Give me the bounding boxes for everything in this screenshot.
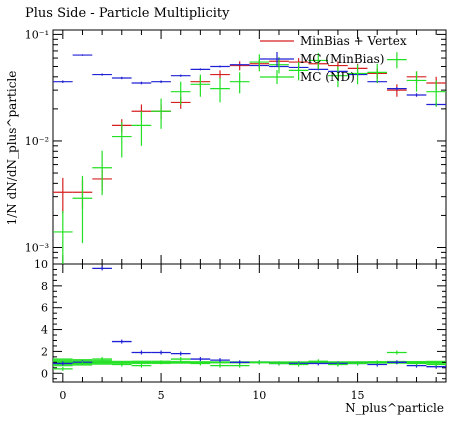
chart-title: Plus Side - Particle Multiplicity <box>25 6 230 21</box>
y-tick-label: 10⁻³ <box>25 241 49 254</box>
y-axis-label: 1/N dN/dN_plus^particle <box>5 71 19 226</box>
legend-label: MC (MinBias) <box>300 52 384 66</box>
series-1 <box>53 57 446 214</box>
ratio-series-2 <box>53 350 446 371</box>
ratio-plot-frame <box>52 263 447 383</box>
y-tick-label: 10⁻¹ <box>25 28 49 41</box>
data-series <box>53 52 446 264</box>
ratio-series-1 <box>53 266 446 369</box>
ratio-y-tick-label: 0 <box>41 367 48 380</box>
x-tick-label: 15 <box>351 389 365 402</box>
x-axis-ticks: 0 5 10 15 <box>59 30 437 402</box>
y-tick-label: 10⁻² <box>25 135 49 148</box>
legend-label: MC (ND) <box>300 70 355 84</box>
x-tick-label: 10 <box>252 389 266 402</box>
ratio-y-tick-label: 6 <box>41 302 48 315</box>
x-axis-label: N_plus^particle <box>345 401 444 415</box>
ratio-y-axis-ticks: 0 2 4 6 8 10 <box>34 258 446 380</box>
x-tick-label: 0 <box>59 389 66 402</box>
x-tick-label: 5 <box>158 389 165 402</box>
ratio-y-tick-label: 10 <box>34 258 48 271</box>
ratio-y-tick-label: 4 <box>41 324 48 337</box>
series-3 <box>53 52 446 264</box>
legend: MinBias + Vertex MC (MinBias) MC (ND) <box>260 34 407 84</box>
ratio-series <box>53 266 446 371</box>
legend-label: MinBias + Vertex <box>300 34 407 48</box>
ratio-y-tick-label: 2 <box>41 345 48 358</box>
ratio-y-tick-label: 8 <box>41 280 48 293</box>
